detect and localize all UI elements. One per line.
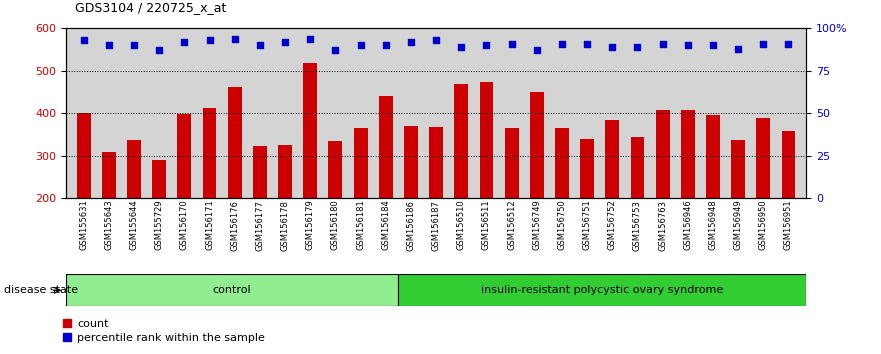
Bar xyxy=(77,113,91,198)
Point xyxy=(781,41,796,46)
Point xyxy=(479,42,493,48)
Point xyxy=(379,42,393,48)
Bar xyxy=(429,127,443,198)
Point xyxy=(505,41,519,46)
Text: GDS3104 / 220725_x_at: GDS3104 / 220725_x_at xyxy=(75,1,226,14)
Point xyxy=(353,42,367,48)
Bar xyxy=(479,82,493,198)
Bar xyxy=(455,84,468,198)
Bar xyxy=(253,147,267,198)
Point xyxy=(429,38,443,43)
Bar xyxy=(329,141,343,198)
Bar xyxy=(555,128,569,198)
Point xyxy=(102,42,116,48)
Point xyxy=(77,38,91,43)
Point xyxy=(455,44,469,50)
Bar xyxy=(66,274,398,306)
Bar xyxy=(379,96,393,198)
Bar xyxy=(102,152,115,198)
Bar xyxy=(203,108,217,198)
Point xyxy=(203,38,217,43)
Bar xyxy=(505,128,519,198)
Bar xyxy=(127,139,141,198)
Bar xyxy=(706,115,720,198)
Text: insulin-resistant polycystic ovary syndrome: insulin-resistant polycystic ovary syndr… xyxy=(481,285,723,295)
Bar xyxy=(398,274,806,306)
Point xyxy=(529,47,544,53)
Point xyxy=(127,42,141,48)
Point xyxy=(655,41,670,46)
Bar xyxy=(152,160,167,198)
Bar xyxy=(757,118,770,198)
Bar xyxy=(631,137,644,198)
Bar xyxy=(581,139,594,198)
Point xyxy=(227,36,241,41)
Bar xyxy=(303,63,317,198)
Bar xyxy=(353,128,367,198)
Text: control: control xyxy=(212,285,251,295)
Bar xyxy=(278,145,292,198)
Bar xyxy=(731,139,745,198)
Bar xyxy=(655,110,670,198)
Legend: count, percentile rank within the sample: count, percentile rank within the sample xyxy=(63,319,265,343)
Point xyxy=(631,44,645,50)
Point xyxy=(278,39,292,45)
Point xyxy=(177,39,191,45)
Bar xyxy=(404,126,418,198)
Bar xyxy=(529,92,544,198)
Point xyxy=(580,41,594,46)
Point xyxy=(605,44,619,50)
Point xyxy=(329,47,343,53)
Bar xyxy=(605,120,619,198)
Point xyxy=(731,46,745,52)
Bar xyxy=(781,131,796,198)
Point xyxy=(403,39,418,45)
Text: disease state: disease state xyxy=(4,285,78,295)
Bar xyxy=(681,110,695,198)
Point xyxy=(706,42,720,48)
Point xyxy=(756,41,770,46)
Point xyxy=(303,36,317,41)
Point xyxy=(681,42,695,48)
Bar xyxy=(228,86,241,198)
Point xyxy=(152,47,167,53)
Point xyxy=(555,41,569,46)
Point xyxy=(253,42,267,48)
Bar xyxy=(177,114,191,198)
